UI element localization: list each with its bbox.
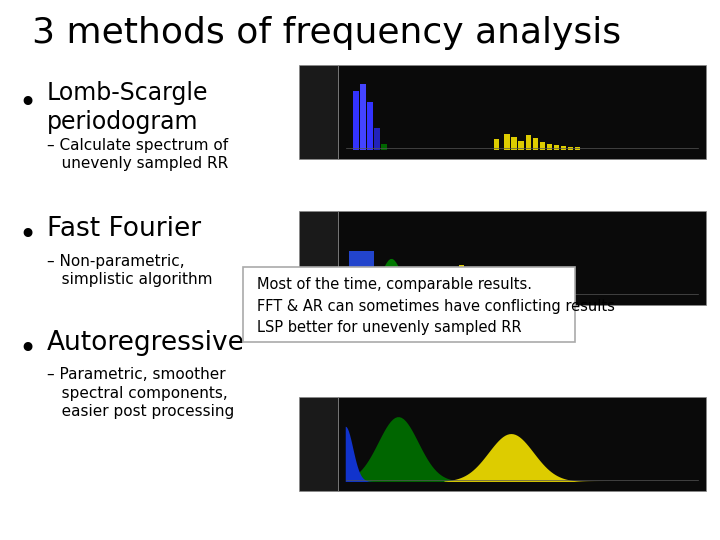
FancyBboxPatch shape [299, 211, 338, 305]
Text: Autoregressive: Autoregressive [47, 330, 245, 356]
FancyBboxPatch shape [451, 275, 456, 296]
FancyBboxPatch shape [367, 102, 373, 150]
FancyBboxPatch shape [533, 138, 538, 150]
Polygon shape [346, 427, 377, 482]
Text: Fast Fourier: Fast Fourier [47, 216, 201, 242]
FancyBboxPatch shape [349, 252, 374, 296]
Text: •: • [18, 221, 36, 251]
FancyBboxPatch shape [508, 288, 513, 296]
FancyBboxPatch shape [550, 292, 556, 296]
Text: – Non-parametric,
   simplistic algorithm: – Non-parametric, simplistic algorithm [47, 254, 212, 287]
FancyBboxPatch shape [501, 285, 506, 296]
FancyBboxPatch shape [511, 137, 517, 150]
FancyBboxPatch shape [243, 267, 575, 342]
Polygon shape [349, 417, 522, 482]
Text: •: • [18, 335, 36, 364]
FancyBboxPatch shape [568, 147, 573, 150]
FancyBboxPatch shape [338, 211, 706, 305]
FancyBboxPatch shape [494, 282, 499, 296]
FancyBboxPatch shape [518, 141, 523, 150]
FancyBboxPatch shape [554, 145, 559, 150]
FancyBboxPatch shape [338, 397, 706, 491]
Text: – Calculate spectrum of
   unevenly sampled RR: – Calculate spectrum of unevenly sampled… [47, 138, 228, 171]
FancyBboxPatch shape [374, 128, 380, 150]
FancyBboxPatch shape [299, 397, 338, 491]
Text: •: • [18, 89, 36, 118]
FancyBboxPatch shape [494, 139, 499, 150]
FancyBboxPatch shape [526, 135, 531, 150]
FancyBboxPatch shape [539, 143, 545, 150]
FancyBboxPatch shape [480, 268, 485, 296]
FancyBboxPatch shape [546, 144, 552, 150]
FancyBboxPatch shape [575, 147, 580, 150]
FancyBboxPatch shape [299, 65, 338, 159]
FancyBboxPatch shape [381, 144, 387, 150]
Text: Lomb-Scargle
periodogram: Lomb-Scargle periodogram [47, 81, 208, 134]
FancyBboxPatch shape [536, 291, 541, 296]
Text: Most of the time, comparable results.
FFT & AR can sometimes have conflicting re: Most of the time, comparable results. FF… [257, 277, 615, 335]
FancyBboxPatch shape [522, 290, 527, 296]
FancyBboxPatch shape [353, 91, 359, 150]
Polygon shape [370, 259, 423, 296]
FancyBboxPatch shape [487, 275, 492, 296]
Polygon shape [444, 434, 610, 482]
FancyBboxPatch shape [360, 84, 366, 150]
FancyBboxPatch shape [505, 133, 510, 150]
FancyBboxPatch shape [338, 65, 706, 159]
Text: – Parametric, smoother
   spectral components,
   easier post processing: – Parametric, smoother spectral componen… [47, 367, 234, 420]
FancyBboxPatch shape [466, 272, 471, 296]
Text: 3 methods of frequency analysis: 3 methods of frequency analysis [32, 16, 621, 50]
FancyBboxPatch shape [459, 265, 464, 296]
FancyBboxPatch shape [472, 279, 478, 296]
FancyBboxPatch shape [561, 146, 566, 150]
